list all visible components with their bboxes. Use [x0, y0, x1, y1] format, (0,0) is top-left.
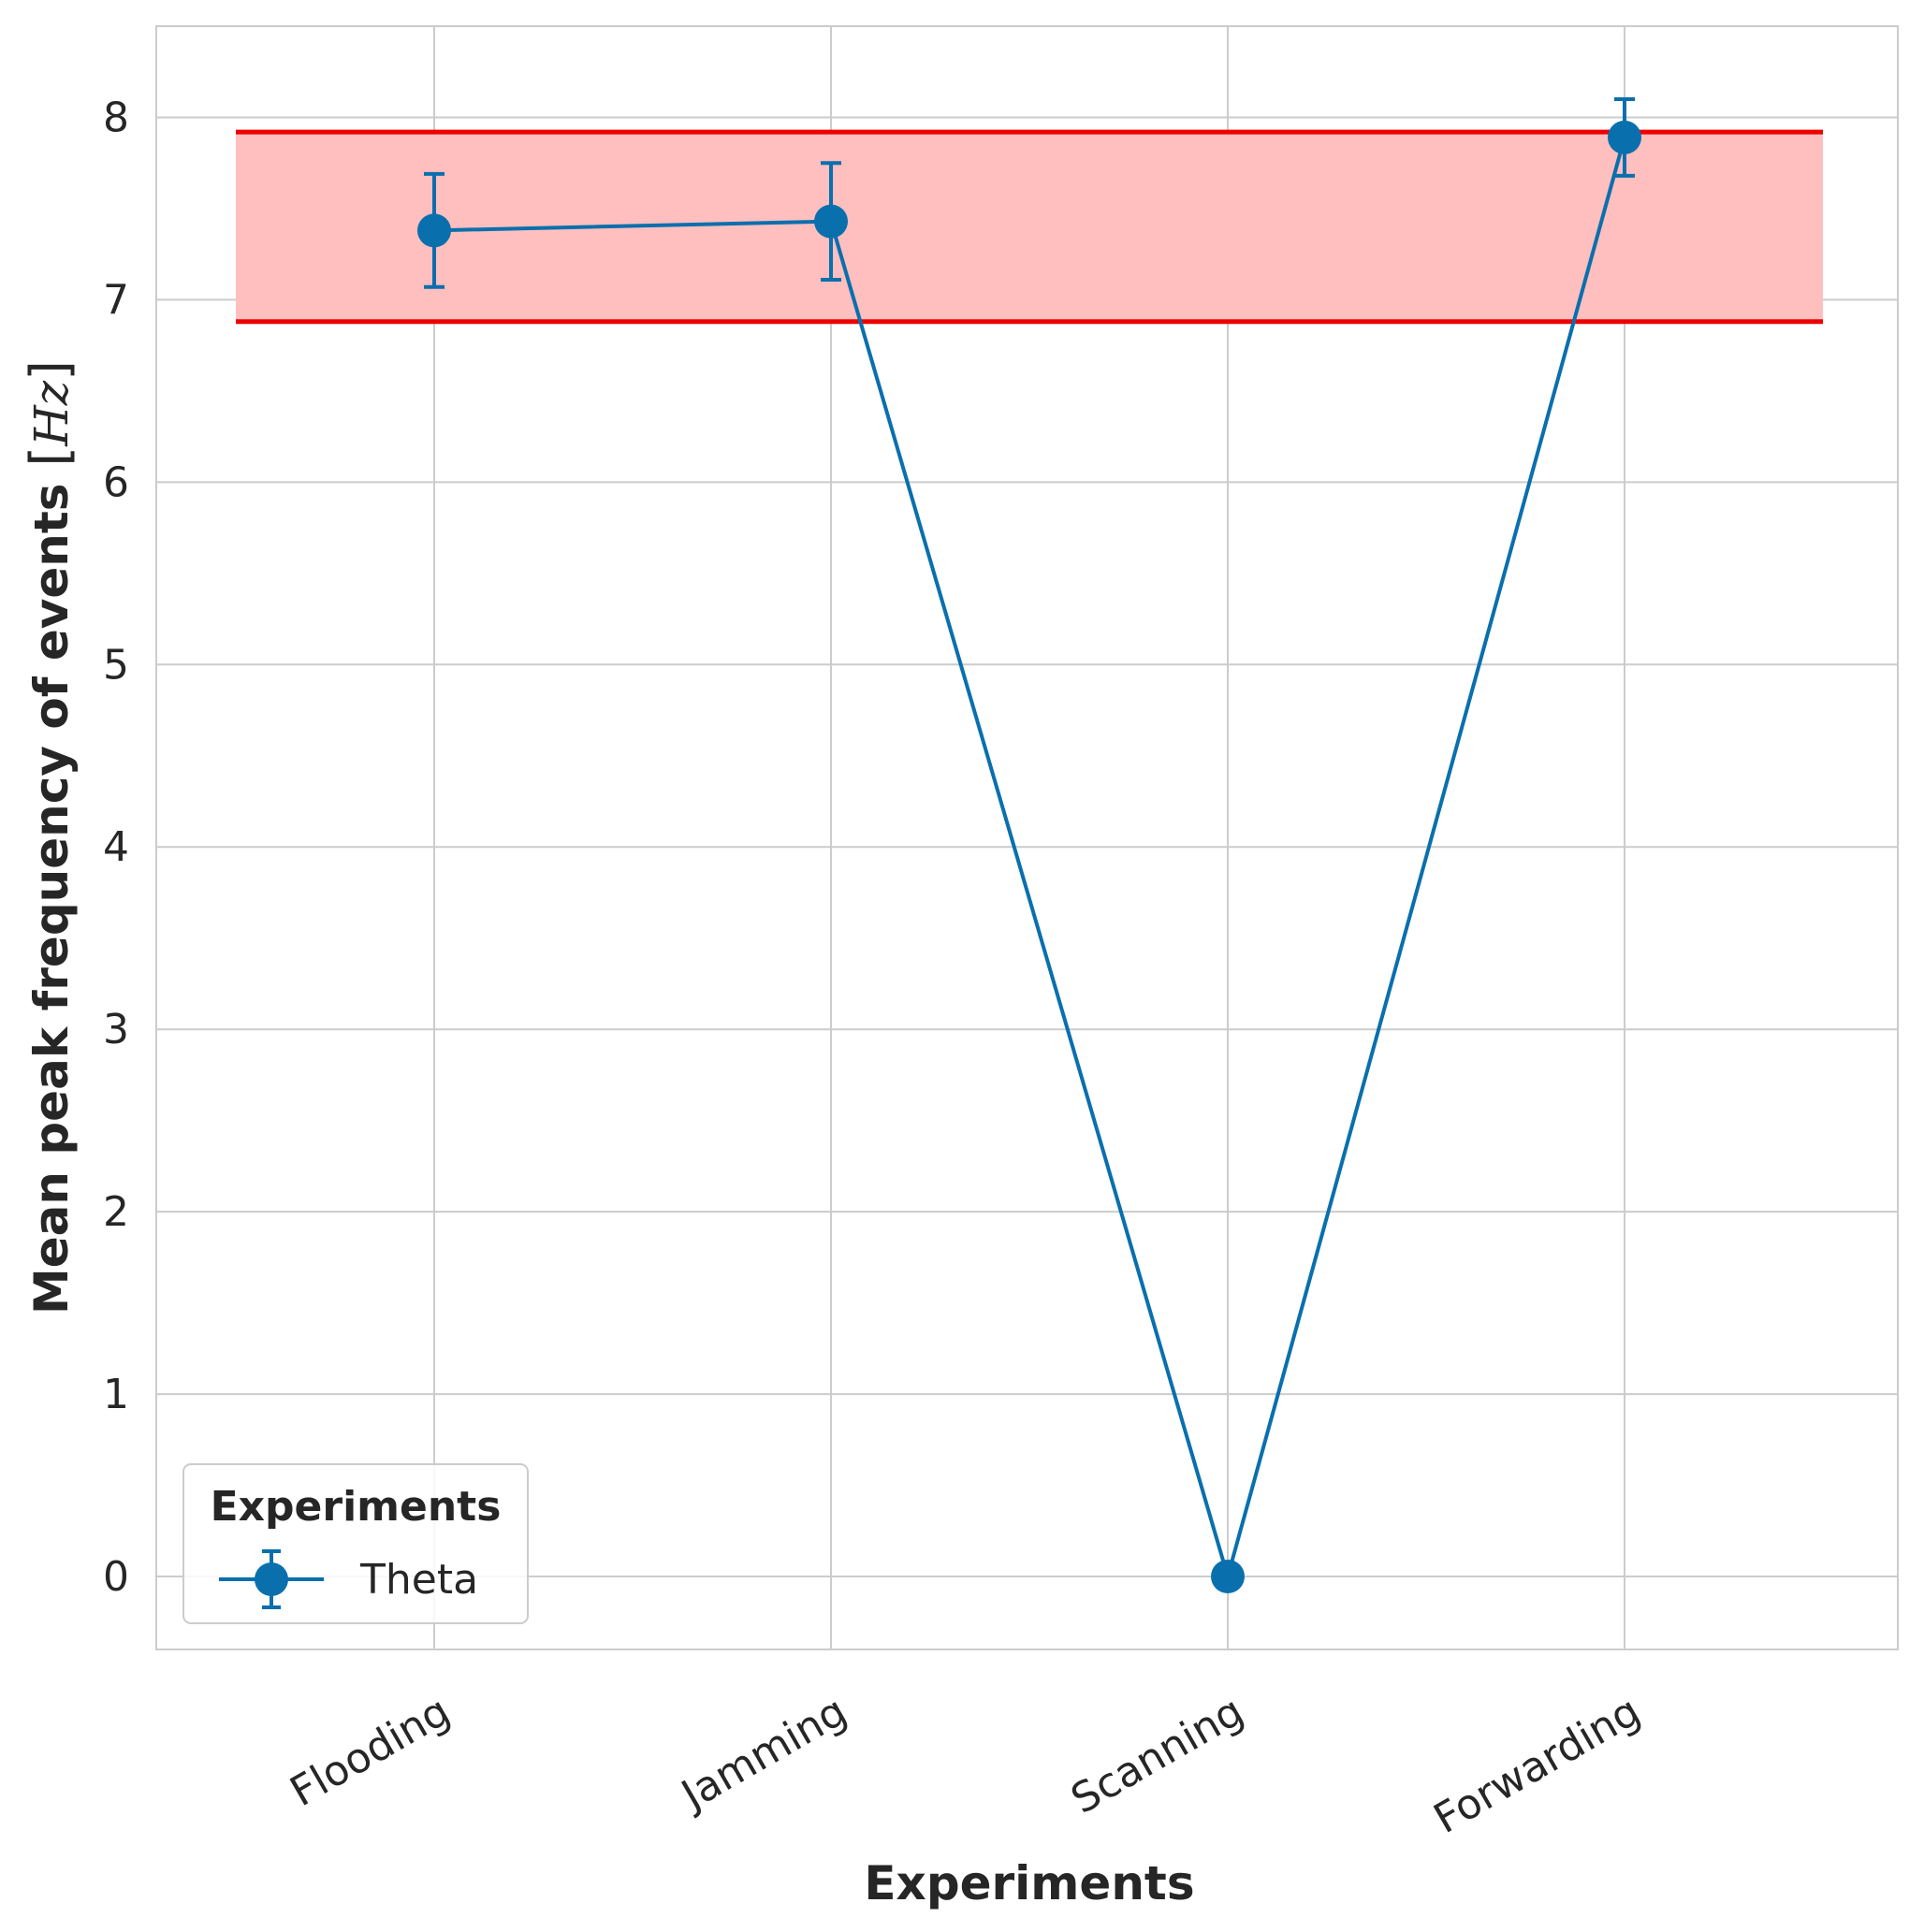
y-tick-label-7: 7	[103, 276, 129, 324]
series-layer	[417, 96, 1641, 1594]
band-fill	[236, 132, 1823, 322]
data-point-scanning	[1211, 1560, 1245, 1594]
y-tick-label-0: 0	[103, 1553, 129, 1601]
x-axis-title: Experiments	[864, 1856, 1194, 1910]
y-axis-title-unit: Hz	[24, 380, 79, 447]
data-point-jamming	[814, 204, 848, 239]
legend-label-theta: Theta	[359, 1556, 478, 1604]
y-tick-label-6: 6	[103, 458, 129, 506]
y-tick-label-3: 3	[103, 1006, 129, 1053]
y-tick-label-5: 5	[103, 641, 129, 689]
y-tick-label-8: 8	[103, 94, 129, 141]
data-point-forwarding	[1608, 120, 1641, 154]
y-tick-label-1: 1	[103, 1371, 129, 1418]
legend: Experiments Theta	[182, 1463, 529, 1624]
legend-marker-theta	[219, 1549, 324, 1609]
y-tick-labels: 0 1 2 3 4 5 6 7 8	[103, 94, 129, 1601]
plot-frame	[155, 25, 1899, 1650]
legend-title: Experiments	[211, 1483, 502, 1531]
reference-band	[236, 129, 1823, 325]
y-axis-title: Mean peak frequency of events [Hz]	[20, 360, 80, 1315]
y-axis-title-text: Mean peak frequency of events	[24, 483, 79, 1315]
y-axis-title-unit-close: ]	[20, 360, 80, 381]
series-line-theta	[433, 137, 1626, 1579]
data-point-flooding	[417, 213, 451, 248]
y-tick-label-4: 4	[103, 823, 129, 871]
y-axis-title-unit-open: [	[20, 446, 80, 484]
y-tick-label-2: 2	[103, 1188, 129, 1236]
